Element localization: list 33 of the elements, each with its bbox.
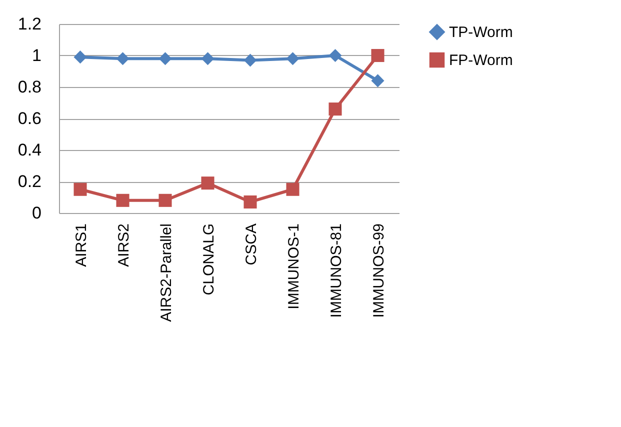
- point: [244, 195, 257, 208]
- y-tick-label: 1: [32, 46, 42, 65]
- x-tick-label: CLONALG: [200, 224, 218, 296]
- legend-label: FP-Worm: [449, 52, 513, 69]
- y-tick-label: 1.2: [18, 14, 42, 34]
- x-tick-label: IMMUNOS-81: [328, 224, 345, 318]
- y-tick-label: 0.6: [18, 109, 42, 128]
- point: [328, 102, 342, 116]
- y-tick-label: 0.4: [18, 140, 42, 160]
- point: [286, 182, 300, 196]
- legend-label: TP-Worm: [449, 24, 513, 41]
- x-tick-label: IMMUNOS-1: [285, 224, 302, 310]
- y-tick-label: 0.8: [18, 78, 42, 96]
- x-tick-label: AIRS2-Parallel: [158, 224, 175, 322]
- point: [371, 48, 384, 62]
- y-tick-label: 0.2: [18, 172, 42, 191]
- y-tick-label: 0: [32, 204, 42, 222]
- point: [116, 194, 130, 207]
- point: [371, 74, 384, 88]
- point: [328, 48, 342, 62]
- x-tick-label: AIRS2: [115, 224, 132, 267]
- point: [244, 54, 257, 67]
- x-tick-label: CSCA: [242, 224, 260, 266]
- point: [201, 52, 214, 66]
- point: [158, 52, 172, 66]
- x-tick-label: AIRS1: [72, 224, 90, 267]
- point: [74, 182, 87, 196]
- point: [286, 52, 300, 66]
- point: [201, 176, 214, 190]
- point: [74, 50, 87, 64]
- x-tick-label: IMMUNOS-99: [370, 224, 388, 318]
- point: [158, 194, 172, 207]
- point: [116, 52, 130, 66]
